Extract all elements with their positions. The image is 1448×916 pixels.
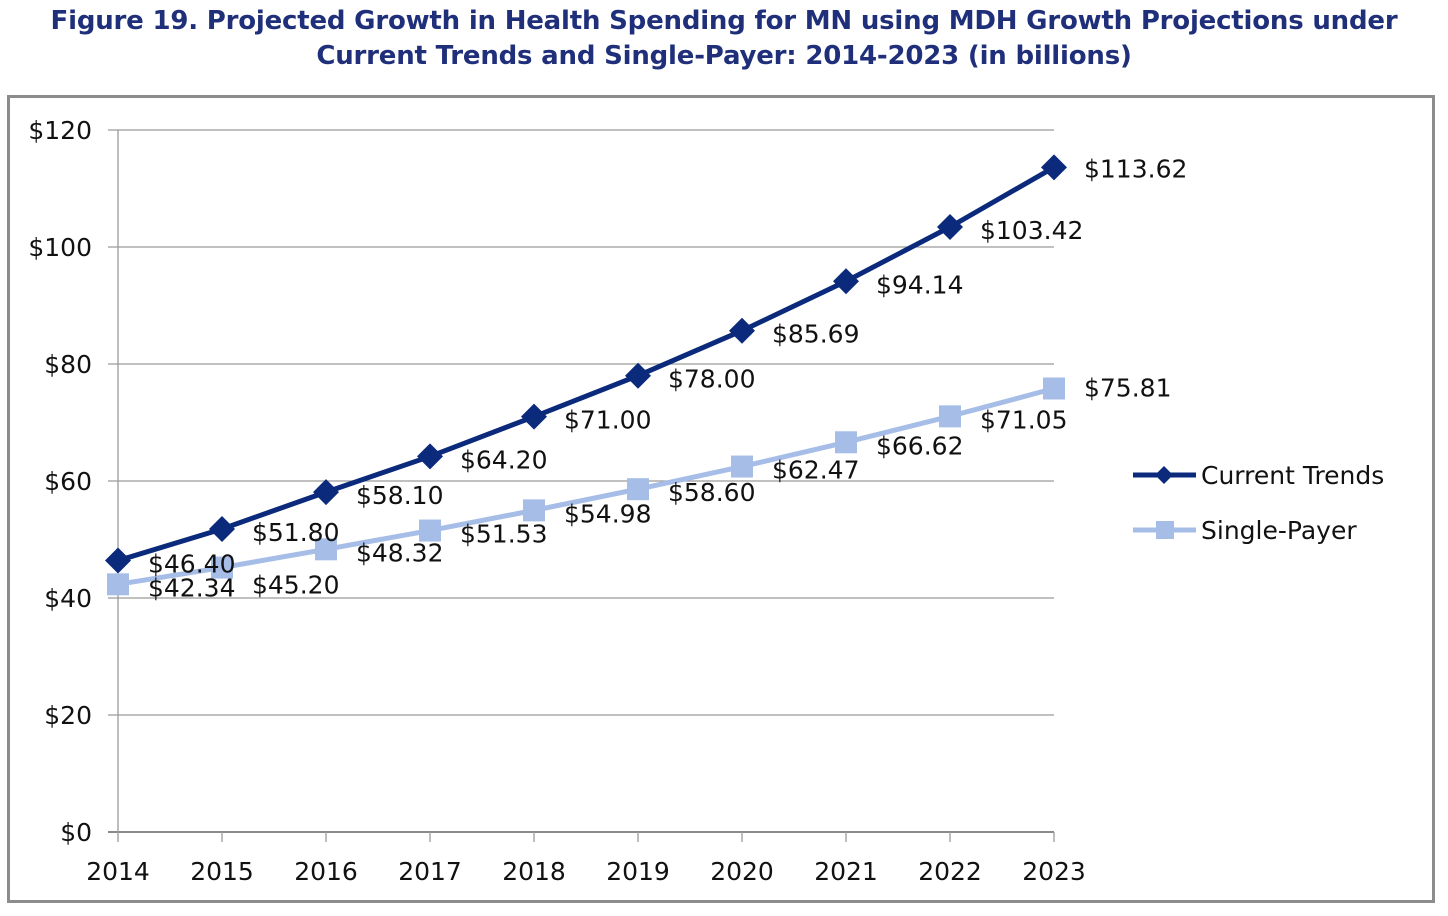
x-tick-label: 2020 xyxy=(710,857,774,886)
data-point-current-trends xyxy=(209,515,235,542)
data-label: $103.42 xyxy=(980,216,1083,245)
chart-title-line-2: Current Trends and Single-Payer: 2014-20… xyxy=(316,41,1132,71)
x-tick-label: 2018 xyxy=(502,857,566,886)
data-label: $78.00 xyxy=(668,365,755,394)
data-point-single-payer xyxy=(107,573,129,596)
data-point-single-payer xyxy=(627,478,649,501)
gridlines xyxy=(108,129,1054,833)
chart-frame xyxy=(7,95,1435,903)
data-label: $62.47 xyxy=(772,456,859,485)
x-tick-label: 2017 xyxy=(398,857,462,886)
data-point-current-trends xyxy=(937,213,963,240)
x-tick-label: 2023 xyxy=(1022,857,1086,886)
data-point-single-payer xyxy=(1043,377,1065,400)
data-label: $71.05 xyxy=(980,405,1067,434)
legend-diamond-icon xyxy=(1155,466,1173,484)
legend-label: Single-Payer xyxy=(1201,516,1357,545)
data-label: $113.62 xyxy=(1084,154,1187,183)
data-point-single-payer xyxy=(523,499,545,522)
x-axis-ticks: 2014 2015 2016 2017 2018 2019 2020 2021 2022 2023 xyxy=(86,832,1086,886)
x-tick-label: 2021 xyxy=(814,857,878,886)
data-point-single-payer xyxy=(835,431,857,454)
data-label: $51.80 xyxy=(252,518,339,547)
data-point-single-payer xyxy=(315,538,337,561)
series-group xyxy=(105,154,1067,596)
x-tick-label: 2022 xyxy=(918,857,982,886)
y-axis-ticks: $0 $20 $40 $60 $80 $100 $120 xyxy=(28,116,92,847)
data-point-single-payer xyxy=(211,556,233,579)
data-point-single-payer xyxy=(419,519,441,542)
data-label: $66.62 xyxy=(876,431,963,460)
data-point-current-trends xyxy=(521,403,547,430)
data-label: $58.60 xyxy=(668,478,755,507)
series-line-single-payer xyxy=(117,386,1055,587)
data-label: $75.81 xyxy=(1084,374,1171,403)
chart-title: Figure 19. Projected Growth in Health Sp… xyxy=(0,4,1448,74)
series-line-current-trends xyxy=(117,165,1056,563)
data-label: $42.34 xyxy=(148,573,235,602)
x-tick-label: 2016 xyxy=(294,857,358,886)
data-label: $45.20 xyxy=(252,571,339,600)
data-label: $48.32 xyxy=(356,538,443,567)
data-label: $46.40 xyxy=(148,550,235,579)
legend-label: Current Trends xyxy=(1201,461,1384,490)
data-label: $58.10 xyxy=(356,481,443,510)
y-tick-label: $80 xyxy=(44,350,92,379)
y-tick-label: $20 xyxy=(44,701,92,730)
data-point-single-payer xyxy=(939,405,961,428)
y-tick-label: $120 xyxy=(28,116,92,145)
y-tick-label: $40 xyxy=(44,584,92,613)
x-tick-label: 2015 xyxy=(190,857,254,886)
legend-square-icon xyxy=(1156,521,1174,539)
data-point-current-trends xyxy=(833,268,859,295)
x-tick-label: 2019 xyxy=(606,857,670,886)
data-point-single-payer xyxy=(731,455,753,478)
data-label: $54.98 xyxy=(564,499,651,528)
data-label: $71.00 xyxy=(564,406,651,435)
data-point-current-trends xyxy=(1041,154,1067,181)
data-label: $94.14 xyxy=(876,270,963,299)
data-point-current-trends xyxy=(625,362,651,389)
data-point-current-trends xyxy=(417,443,443,470)
chart-title-line-1: Figure 19. Projected Growth in Health Sp… xyxy=(50,6,1398,36)
data-point-current-trends xyxy=(313,479,339,506)
y-tick-label: $100 xyxy=(28,233,92,262)
legend: Current Trends Single-Payer xyxy=(1133,461,1384,545)
data-label: $64.20 xyxy=(460,445,547,474)
y-tick-label: $0 xyxy=(60,818,92,847)
data-label: $51.53 xyxy=(460,520,547,549)
data-labels: $46.40 $51.80 $58.10 $64.20 $71.00 $78.00 $85.… xyxy=(148,154,1187,602)
data-point-current-trends xyxy=(729,317,755,344)
data-label: $85.69 xyxy=(772,320,859,349)
data-point-current-trends xyxy=(105,547,131,574)
x-tick-label: 2014 xyxy=(86,857,150,886)
y-tick-label: $60 xyxy=(44,467,92,496)
